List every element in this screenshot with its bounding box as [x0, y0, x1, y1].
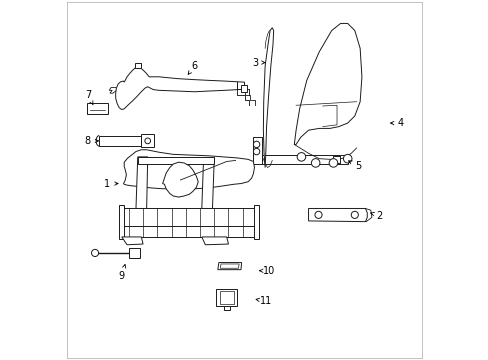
Polygon shape [163, 162, 198, 197]
Polygon shape [87, 103, 107, 114]
Text: 1: 1 [104, 179, 118, 189]
Polygon shape [202, 237, 228, 245]
Polygon shape [254, 205, 259, 239]
Polygon shape [219, 291, 233, 304]
Text: 6: 6 [188, 61, 197, 74]
Polygon shape [135, 63, 141, 68]
Text: 5: 5 [348, 161, 361, 171]
Polygon shape [141, 134, 153, 147]
Circle shape [314, 211, 322, 219]
Circle shape [297, 153, 305, 161]
Polygon shape [136, 157, 147, 208]
Polygon shape [253, 137, 261, 164]
Text: 11: 11 [256, 296, 271, 306]
Polygon shape [122, 237, 143, 245]
Text: 7: 7 [84, 90, 93, 105]
Polygon shape [308, 208, 366, 222]
Polygon shape [263, 28, 273, 167]
Polygon shape [220, 264, 239, 268]
Circle shape [91, 249, 99, 257]
Circle shape [253, 148, 259, 155]
Circle shape [311, 159, 319, 167]
Polygon shape [119, 205, 124, 239]
Text: 4: 4 [390, 118, 403, 128]
Circle shape [328, 159, 337, 167]
Text: 3: 3 [252, 58, 264, 68]
Polygon shape [261, 155, 347, 164]
Circle shape [144, 138, 150, 144]
Polygon shape [333, 156, 339, 163]
Circle shape [350, 211, 358, 219]
Text: 10: 10 [259, 266, 275, 276]
Polygon shape [99, 135, 141, 146]
Polygon shape [129, 248, 139, 257]
Circle shape [253, 141, 259, 148]
Polygon shape [202, 159, 214, 208]
Polygon shape [241, 85, 247, 92]
Polygon shape [123, 150, 254, 189]
Polygon shape [216, 288, 237, 306]
Text: 2: 2 [370, 211, 382, 221]
Polygon shape [116, 66, 244, 109]
Polygon shape [224, 306, 229, 310]
Text: 8: 8 [85, 136, 98, 146]
Circle shape [343, 154, 351, 163]
Text: 9: 9 [119, 265, 125, 281]
Polygon shape [217, 262, 241, 270]
Polygon shape [294, 23, 361, 144]
Polygon shape [138, 157, 214, 164]
